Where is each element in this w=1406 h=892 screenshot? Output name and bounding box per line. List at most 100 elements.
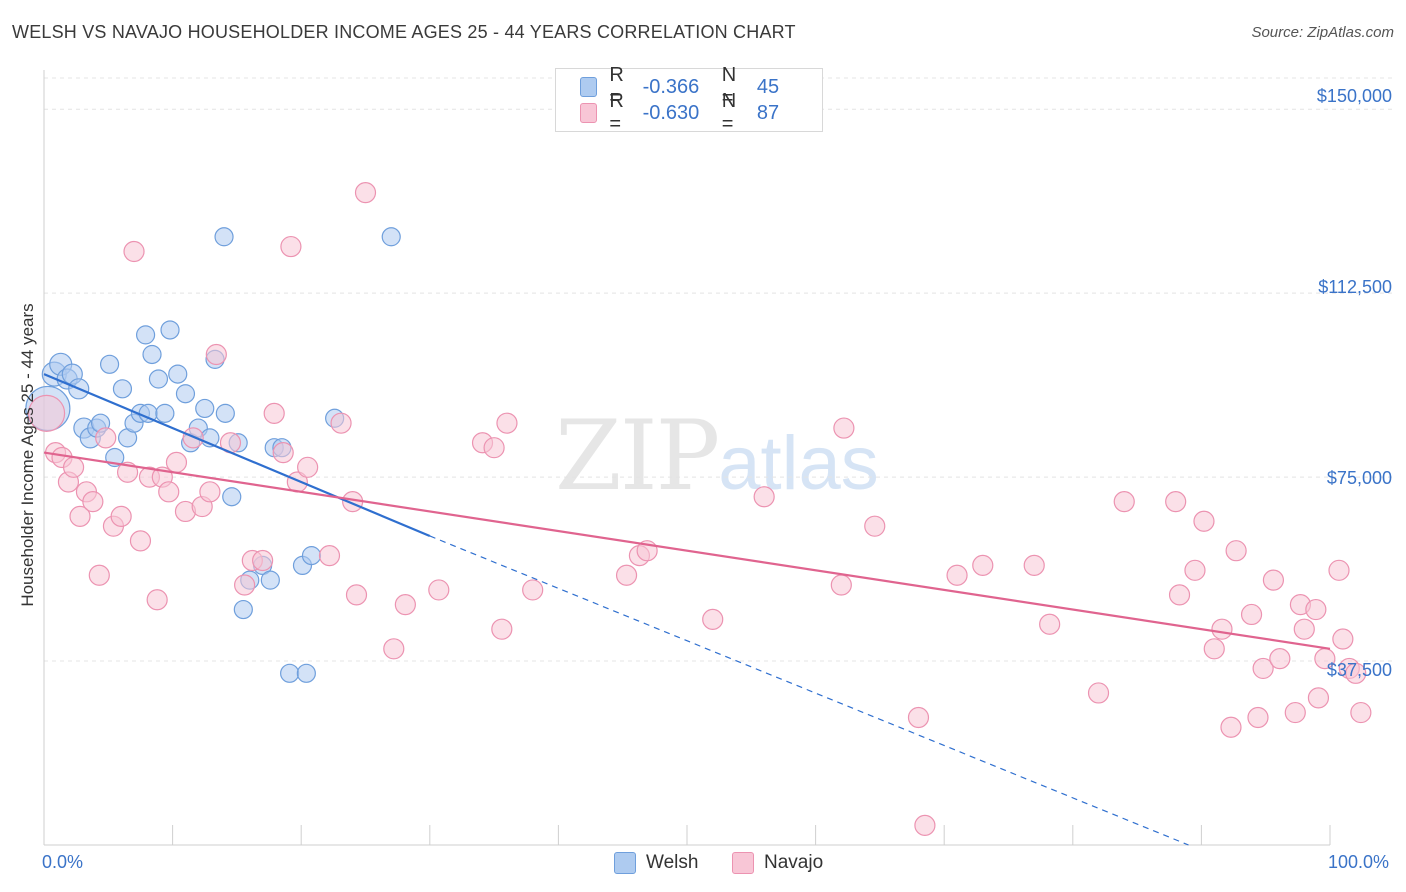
welsh-point: [260, 570, 280, 590]
welsh-point: [233, 599, 253, 620]
navajo-point: [199, 481, 221, 503]
x-tick-label-min: 0.0%: [42, 852, 84, 872]
navajo-point: [1332, 628, 1354, 650]
navajo-point: [1184, 559, 1206, 581]
navajo-point: [1240, 603, 1263, 626]
y-tick-label-112500: $112,500: [1318, 277, 1392, 297]
navajo-point: [1269, 648, 1291, 670]
x-tick-label-max: 100.0%: [1328, 852, 1390, 872]
bottom-legend: Welsh Navajo: [0, 852, 1406, 878]
navajo-point: [491, 618, 513, 640]
navajo-point: [146, 589, 168, 611]
bottom-legend-navajo[interactable]: Navajo: [732, 852, 823, 874]
navajo-point: [914, 814, 936, 836]
welsh-point: [214, 227, 234, 247]
welsh-point: [168, 364, 188, 384]
welsh-point: [160, 320, 180, 340]
navajo-point: [383, 638, 405, 660]
navajo-point: [1039, 613, 1061, 635]
welsh-point: [222, 487, 242, 507]
navajo-point: [165, 451, 188, 474]
navajo-point: [1087, 682, 1110, 704]
bottom-legend-label-welsh: Welsh: [646, 852, 699, 873]
navajo-point: [318, 545, 341, 567]
legend-r-label: R =: [609, 64, 624, 109]
welsh-point: [148, 369, 169, 389]
navajo-point: [864, 515, 886, 537]
navajo-point: [354, 182, 377, 204]
navajo-point: [702, 608, 724, 630]
welsh-point: [381, 227, 401, 247]
navajo-trend-line: [43, 451, 1331, 650]
watermark-zip: ZIP: [555, 400, 720, 512]
legend-row-welsh: R = -0.366 N = 45: [580, 64, 822, 109]
y-axis-label: Householder Income Ages 25 - 44 years: [18, 303, 37, 607]
welsh-point: [175, 384, 196, 404]
bottom-legend-welsh[interactable]: Welsh: [614, 852, 698, 874]
navajo-point: [1211, 618, 1233, 640]
legend-row-navajo: R = -0.630 N = 87: [580, 90, 822, 135]
navajo-point: [1203, 638, 1225, 660]
navajo-point: [69, 505, 91, 527]
welsh-point: [215, 403, 235, 423]
legend: R = -0.366 N = 45 R = -0.630 N = 87: [555, 64, 823, 135]
legend-swatch-navajo: [580, 103, 598, 123]
navajo-point: [496, 412, 518, 434]
navajo-point: [263, 402, 285, 424]
legend-r-value-welsh: -0.366: [642, 75, 700, 98]
navajo-point: [1252, 657, 1274, 680]
navajo-point: [1293, 618, 1315, 640]
bottom-legend-swatch-welsh: [614, 852, 636, 874]
navajo-point: [833, 417, 855, 439]
navajo-point: [1305, 598, 1327, 621]
legend-r-value-navajo: -0.630: [642, 101, 700, 124]
navajo-point: [972, 554, 994, 577]
navajo-point: [280, 235, 302, 258]
welsh-point: [280, 663, 300, 683]
navajo-point: [946, 564, 968, 586]
navajo-point: [95, 427, 117, 449]
navajo-point: [615, 564, 638, 586]
legend-r-label: R =: [609, 90, 624, 135]
navajo-point: [62, 456, 85, 478]
watermark-atlas: atlas: [718, 421, 879, 506]
y-tick-label-37500: $37,500: [1326, 660, 1392, 680]
navajo-point: [272, 441, 294, 464]
navajo-point: [205, 343, 227, 366]
navajo-point: [1307, 687, 1330, 709]
welsh-point: [296, 663, 316, 683]
legend-n-value-navajo: 87: [756, 101, 780, 124]
welsh-point: [112, 379, 133, 399]
navajo-point: [1193, 510, 1215, 532]
source-credit: Source: ZipAtlas.com: [1251, 24, 1394, 41]
navajo-point: [1345, 662, 1367, 684]
navajo-point: [1023, 554, 1045, 577]
navajo-point: [483, 437, 505, 459]
navajo-point: [82, 491, 104, 513]
navajo-point: [158, 481, 180, 503]
legend-n-label: N =: [721, 90, 737, 135]
legend-n-label: N =: [721, 64, 737, 109]
navajo-point: [1350, 701, 1372, 724]
navajo-point: [428, 579, 450, 601]
welsh-point: [155, 403, 175, 423]
chart-title: WELSH VS NAVAJO HOUSEHOLDER INCOME AGES …: [12, 22, 796, 42]
navajo-point: [123, 240, 145, 263]
navajo-point: [753, 486, 775, 508]
y-tick-label-75000: $75,000: [1326, 468, 1392, 488]
navajo-point: [345, 584, 368, 606]
navajo-point: [394, 594, 416, 616]
navajo-point: [907, 706, 930, 729]
bottom-legend-swatch-navajo: [732, 852, 754, 874]
navajo-point: [27, 394, 66, 432]
welsh-point: [142, 344, 162, 365]
navajo-point: [1113, 491, 1135, 513]
navajo-point: [1328, 559, 1350, 581]
navajo-point: [234, 574, 256, 596]
navajo-point: [1225, 540, 1247, 562]
legend-swatch-welsh: [580, 77, 598, 97]
navajo-point: [252, 549, 274, 572]
navajo-point: [1168, 584, 1191, 606]
welsh-trend-line: [43, 373, 431, 537]
